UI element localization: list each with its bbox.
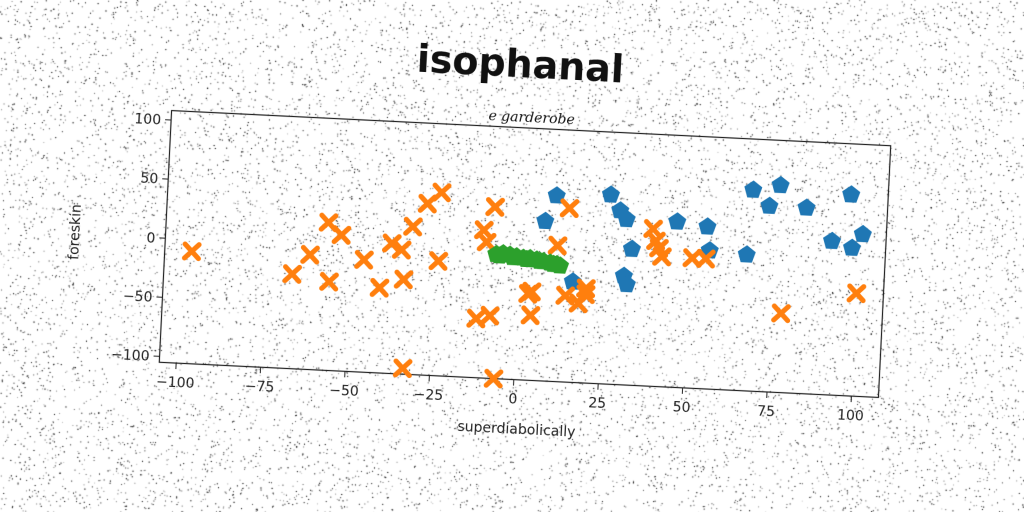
data-point xyxy=(181,241,202,262)
data-point xyxy=(771,303,791,324)
data-point xyxy=(843,238,862,257)
y-tick-label: −50 xyxy=(123,288,153,305)
data-point xyxy=(531,251,549,270)
data-point xyxy=(853,224,872,243)
data-point xyxy=(382,233,402,254)
data-point xyxy=(601,185,621,203)
x-axis-label: superdiabolically xyxy=(457,419,576,441)
x-tick-label: 25 xyxy=(588,395,607,412)
data-point xyxy=(521,281,542,302)
data-point xyxy=(760,196,779,215)
data-point xyxy=(354,249,374,270)
y-tick-label: −100 xyxy=(111,347,150,365)
data-point xyxy=(622,239,641,258)
x-tick-label: −100 xyxy=(156,374,195,392)
x-tick-label: −25 xyxy=(413,387,443,404)
data-point xyxy=(391,239,412,260)
data-point xyxy=(520,305,541,326)
data-point xyxy=(617,209,636,228)
x-tick-label: −75 xyxy=(244,378,274,395)
data-point xyxy=(392,358,413,379)
x-tick-label: 0 xyxy=(508,391,518,407)
data-point xyxy=(559,198,580,219)
data-point xyxy=(504,248,523,266)
data-point xyxy=(652,246,672,267)
data-point xyxy=(823,231,842,250)
plot-frame xyxy=(158,109,892,399)
data-point xyxy=(842,185,861,203)
data-point xyxy=(282,264,303,284)
data-point xyxy=(536,211,555,230)
data-point xyxy=(698,217,717,235)
data-point xyxy=(617,274,636,293)
plot-area: e garderobe −100 −75 −50 −25 0 25 50 75 100 −100−… xyxy=(66,108,892,441)
data-point xyxy=(480,305,500,326)
scatter-chart: e garderobe −100 −75 −50 −25 0 25 50 75 100−100−… xyxy=(66,108,892,441)
data-point xyxy=(737,245,756,263)
data-point xyxy=(490,246,509,264)
axis-ticks: −100 −75 −50 −25 0 25 50 75 100 −100 −50 0 50 100 xyxy=(111,111,864,425)
x-tick-label: 100 xyxy=(837,407,864,424)
data-point xyxy=(846,283,867,304)
data-point xyxy=(300,244,320,265)
data-point xyxy=(547,235,568,256)
data-point xyxy=(403,216,423,237)
data-point xyxy=(331,225,352,245)
x-tick-label: 75 xyxy=(757,404,776,421)
data-point xyxy=(517,249,536,268)
data-point xyxy=(555,285,576,306)
data-marks xyxy=(181,175,872,389)
data-point xyxy=(319,271,339,292)
data-point xyxy=(428,251,449,271)
x-tick-label: 50 xyxy=(672,399,691,416)
data-point xyxy=(668,212,687,230)
y-tick-label: 100 xyxy=(134,111,161,128)
x-tick-label: −50 xyxy=(329,383,359,400)
data-point xyxy=(431,182,452,203)
data-point xyxy=(476,232,497,252)
data-point xyxy=(485,197,505,217)
data-point xyxy=(483,368,504,389)
data-point xyxy=(771,175,790,194)
data-point xyxy=(695,248,716,269)
y-tick-label: 0 xyxy=(146,230,156,246)
y-axis-label: foreskin xyxy=(66,204,85,260)
data-point xyxy=(393,269,414,290)
data-point xyxy=(576,278,596,299)
chart-subtitle: e garderobe xyxy=(488,108,575,128)
data-point xyxy=(797,198,816,216)
y-tick-label: 50 xyxy=(140,171,159,188)
data-point xyxy=(369,277,390,298)
data-point xyxy=(544,254,563,273)
data-point xyxy=(744,180,763,198)
data-point xyxy=(682,248,703,268)
